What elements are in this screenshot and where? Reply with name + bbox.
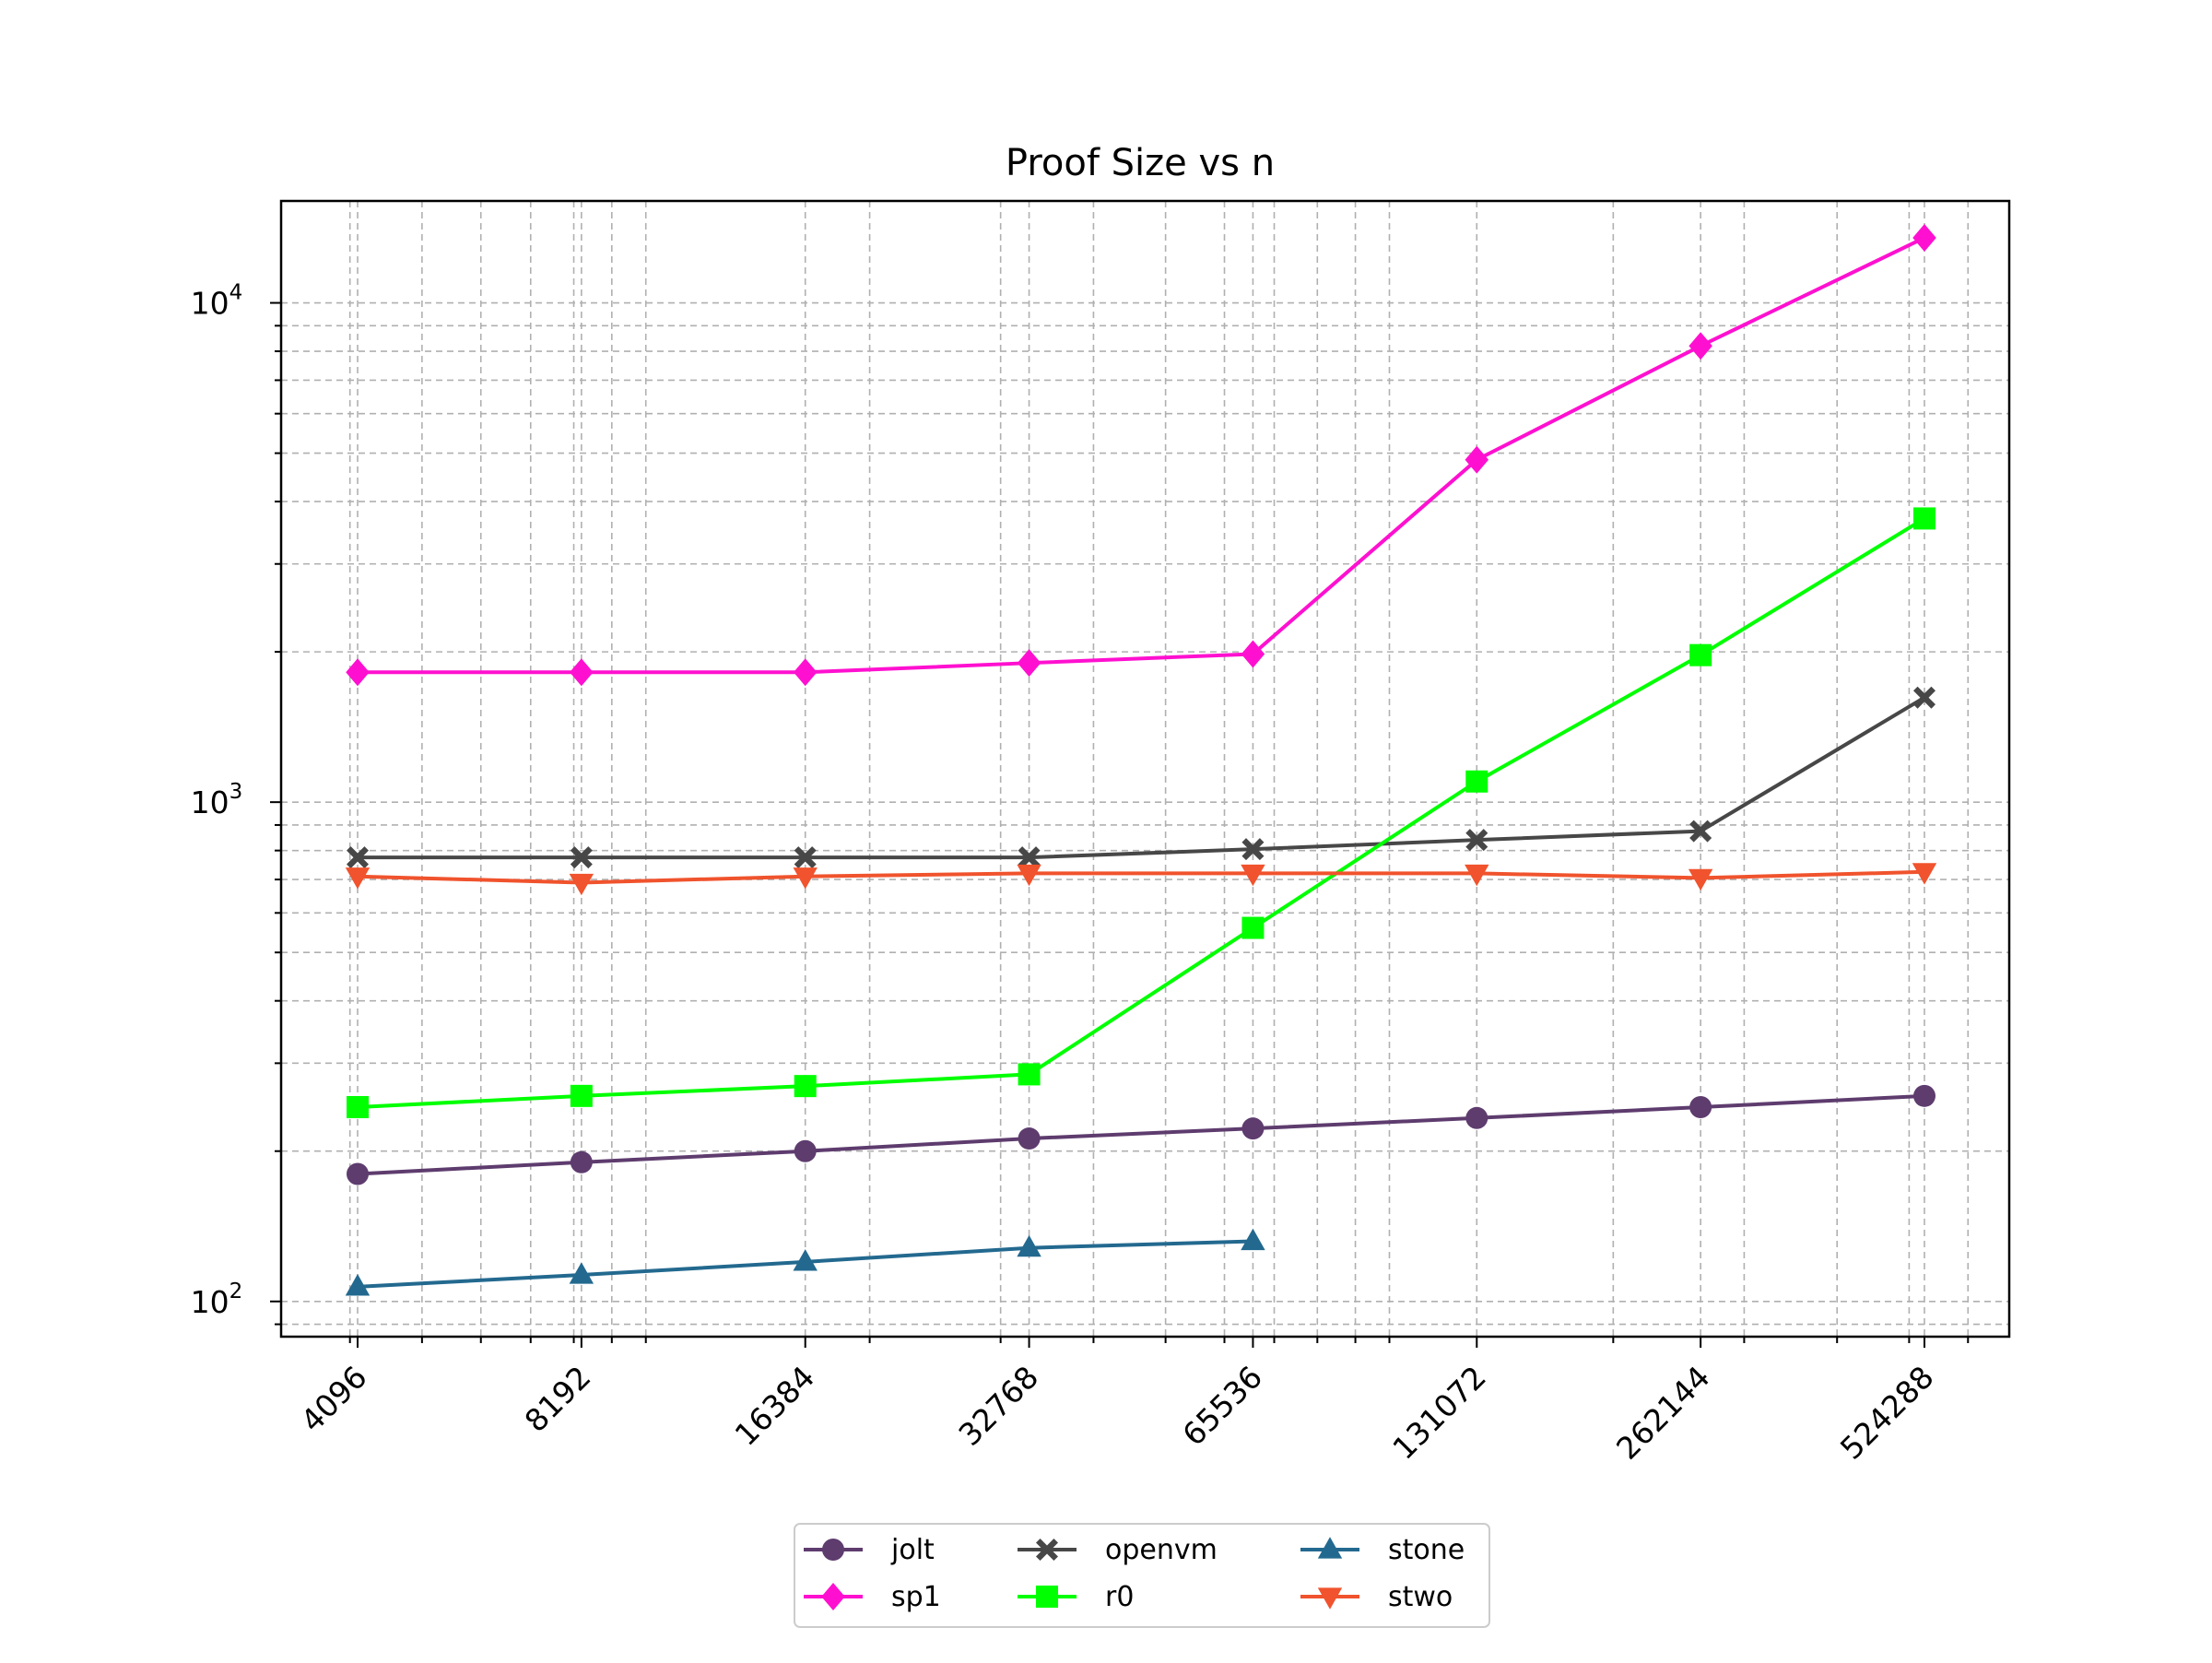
- series-layer: [345, 223, 1937, 1296]
- data-point-stwo: [793, 867, 818, 890]
- data-point-jolt: [1241, 1117, 1265, 1140]
- series-jolt: [347, 1084, 1936, 1185]
- data-point-jolt: [1689, 1095, 1712, 1118]
- grid-layer: [281, 201, 2009, 1337]
- data-point-r0: [1689, 643, 1712, 666]
- series-r0: [347, 507, 1936, 1118]
- data-point-openvm: [794, 846, 817, 869]
- data-point-r0: [570, 1084, 593, 1107]
- data-point-stwo: [345, 867, 371, 890]
- y-tick-label: 104: [191, 281, 243, 322]
- data-point-stone: [345, 1274, 371, 1296]
- legend-label: stwo: [1388, 1581, 1453, 1613]
- series-line-sp1: [358, 236, 1925, 675]
- data-point-stone: [569, 1262, 594, 1284]
- data-point-r0: [1913, 507, 1936, 530]
- data-point-sp1: [1465, 445, 1489, 474]
- data-point-openvm: [1913, 686, 1936, 709]
- data-point-stwo: [1912, 863, 1937, 885]
- series-line-openvm: [358, 695, 1926, 860]
- legend-label: stone: [1388, 1534, 1465, 1566]
- data-point-stwo: [569, 873, 594, 896]
- legend-label: r0: [1105, 1581, 1134, 1613]
- data-point-jolt: [347, 1162, 369, 1185]
- legend-item-sp1: sp1: [804, 1581, 941, 1613]
- legend-marker-stone: [1317, 1537, 1343, 1559]
- data-point-r0: [794, 1075, 817, 1098]
- legend-label: jolt: [890, 1534, 935, 1566]
- legend-item-r0: r0: [1018, 1581, 1134, 1613]
- data-point-openvm: [1241, 838, 1265, 861]
- series-stwo: [345, 863, 1937, 896]
- plot-frame: [279, 199, 2011, 1339]
- series-openvm: [347, 686, 1936, 869]
- chart-title: Proof Size vs n: [1006, 142, 1275, 184]
- data-point-r0: [1018, 1063, 1041, 1086]
- legend-item-jolt: jolt: [804, 1534, 935, 1566]
- data-point-sp1: [570, 658, 594, 687]
- y-tick-label-exponent: 2: [229, 1280, 243, 1303]
- data-point-stwo: [1017, 864, 1041, 887]
- data-point-r0: [1241, 916, 1265, 939]
- legend: jolt sp1 openvm r0 stone stwo: [794, 1523, 1490, 1628]
- data-point-sp1: [1912, 223, 1936, 252]
- data-point-jolt: [794, 1139, 817, 1162]
- data-point-openvm: [347, 846, 369, 869]
- data-point-stone: [1017, 1234, 1041, 1257]
- y-tick-label-base: 10: [191, 1284, 229, 1320]
- data-point-r0: [1465, 770, 1488, 793]
- legend-marker-sp1: [821, 1583, 845, 1610]
- y-tick-label-exponent: 4: [229, 281, 243, 305]
- data-point-jolt: [1465, 1106, 1488, 1129]
- data-point-sp1: [1241, 640, 1265, 668]
- y-tick-label-exponent: 3: [229, 780, 243, 804]
- legend-label: sp1: [891, 1581, 941, 1613]
- legend-item-stone: stone: [1300, 1534, 1465, 1566]
- series-stone: [345, 1228, 1265, 1296]
- legend-label: openvm: [1105, 1534, 1218, 1566]
- data-point-sp1: [793, 658, 818, 687]
- data-point-r0: [347, 1095, 369, 1118]
- data-point-sp1: [346, 658, 370, 687]
- series-sp1: [346, 223, 1936, 687]
- data-point-openvm: [1689, 820, 1712, 843]
- legend-marker-jolt: [822, 1539, 844, 1561]
- data-point-stwo: [1241, 864, 1265, 887]
- data-point-openvm: [570, 846, 593, 869]
- legend-marker-openvm: [1036, 1539, 1058, 1561]
- series-line-stwo: [357, 869, 1925, 885]
- legend-marker-stwo: [1317, 1587, 1343, 1610]
- data-point-openvm: [1465, 829, 1488, 852]
- data-point-jolt: [1018, 1127, 1041, 1150]
- data-point-sp1: [1688, 332, 1712, 360]
- series-line-r0: [357, 516, 1926, 1109]
- data-point-stone: [1241, 1228, 1265, 1251]
- series-line-jolt: [357, 1093, 1925, 1176]
- y-tick-label-base: 10: [191, 286, 229, 322]
- y-tick-label-base: 10: [191, 784, 229, 820]
- legend-marker-r0: [1036, 1586, 1058, 1608]
- data-point-stwo: [1465, 864, 1489, 887]
- y-tick-label: 102: [191, 1280, 243, 1320]
- y-tick-label: 103: [191, 780, 243, 820]
- legend-item-openvm: openvm: [1018, 1534, 1218, 1566]
- data-point-sp1: [1017, 649, 1041, 678]
- data-point-stone: [793, 1249, 818, 1271]
- data-point-jolt: [570, 1150, 593, 1174]
- data-point-openvm: [1018, 846, 1041, 869]
- data-point-stwo: [1688, 868, 1713, 891]
- legend-item-stwo: stwo: [1300, 1581, 1453, 1613]
- data-point-jolt: [1913, 1084, 1936, 1107]
